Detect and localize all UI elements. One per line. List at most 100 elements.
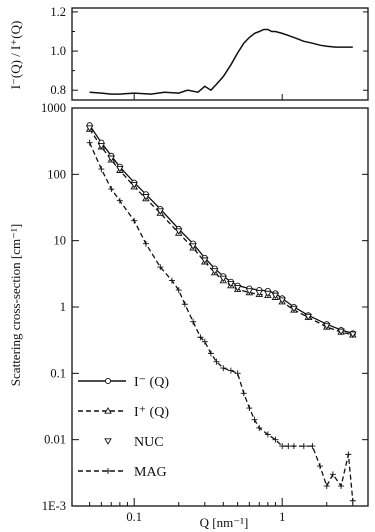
main-y-tick-label: 100: [47, 167, 66, 181]
data-point-inverted-triangle: [85, 125, 94, 132]
data-point-plus: [323, 483, 330, 490]
legend-item: MAG: [78, 465, 167, 480]
data-point-plus: [264, 431, 271, 438]
data-point-plus: [251, 416, 258, 423]
series-line-circle: [89, 124, 353, 335]
data-point-inverted-triangle: [349, 331, 357, 339]
legend-marker-triangle: [104, 407, 112, 414]
main-plot-frame: [71, 107, 369, 507]
data-point-plus: [157, 264, 164, 271]
data-point-plus: [108, 186, 115, 193]
data-point-inverted-triangle: [255, 289, 264, 297]
data-point-plus: [175, 287, 182, 294]
ratio-series-line: [89, 28, 353, 95]
data-point-inverted-triangle: [271, 292, 280, 300]
data-point-inverted-triangle: [233, 285, 242, 292]
series-triangle: [85, 125, 357, 338]
main-y-tick-label: 0.01: [44, 433, 66, 447]
data-point-plus: [197, 334, 204, 341]
ratio-y-tick-label: 1.0: [50, 44, 66, 58]
legend: I⁻ (Q) I⁺ (Q) NUC MAG: [78, 375, 169, 480]
data-point-inverted-triangle: [322, 323, 331, 330]
main-y-axis-label: Scattering cross-section [cm⁻¹]: [8, 224, 23, 386]
data-point-inverted-triangle: [142, 194, 150, 201]
data-point-plus: [279, 443, 286, 450]
series-circle: [86, 122, 356, 337]
series-inverted-triangle: [85, 125, 357, 339]
data-point-inverted-triangle: [210, 268, 219, 275]
data-point-plus: [168, 277, 175, 284]
data-point-plus: [207, 350, 214, 357]
ratio-plot-frame: [71, 7, 369, 101]
legend-item: NUC: [104, 435, 164, 450]
data-point-plus: [240, 390, 247, 397]
legend-item: I⁻ (Q): [78, 375, 169, 390]
data-point-inverted-triangle: [337, 328, 345, 336]
data-point-inverted-triangle: [107, 155, 116, 163]
legend-label: MAG: [134, 465, 167, 480]
data-point-inverted-triangle: [189, 243, 197, 250]
data-point-inverted-triangle: [156, 208, 165, 215]
main-x-axis-label: Q [nm⁻¹]: [200, 515, 249, 530]
data-point-plus: [116, 197, 123, 204]
main-y-tick-label: 10: [54, 234, 67, 248]
ratio-y-tick-label: 0.8: [50, 83, 66, 97]
series-plus: [86, 139, 356, 504]
main-x-tick-label: 1: [279, 510, 285, 524]
data-point-plus: [220, 365, 227, 372]
main-panel: 1E-3 0.01 0.1 1 10 100 1000 0.1 1 Scattering cro…: [8, 101, 369, 530]
data-point-inverted-triangle: [130, 181, 138, 189]
data-point-plus: [142, 240, 149, 247]
data-point-plus: [131, 217, 138, 224]
data-point-inverted-triangle: [201, 257, 209, 264]
data-point-plus: [181, 301, 188, 308]
data-point-plus: [213, 358, 220, 365]
legend-label: I⁻ (Q): [134, 375, 169, 390]
data-point-plus: [86, 139, 93, 146]
ratio-y-axis-label: I⁻(Q) / I⁺(Q): [8, 21, 23, 90]
legend-label: I⁺ (Q): [134, 405, 169, 420]
series-line-plus: [89, 142, 354, 501]
legend-item: I⁺ (Q): [78, 405, 169, 420]
series-line-triangle: [89, 128, 353, 336]
ratio-y-tick-label: 1.2: [50, 5, 66, 19]
main-y-tick-label: 1000: [41, 101, 66, 115]
data-point-plus: [316, 463, 323, 470]
data-point-plus: [285, 443, 292, 450]
data-point-plus: [329, 471, 336, 478]
data-point-inverted-triangle: [264, 290, 272, 298]
data-point-plus: [234, 370, 241, 377]
data-point-inverted-triangle: [97, 143, 106, 150]
main-y-tick-label: 1E-3: [42, 499, 66, 513]
data-point-plus: [338, 483, 345, 490]
main-y-tick-label: 1: [60, 300, 66, 314]
data-point-plus: [256, 424, 263, 431]
data-point-plus: [246, 405, 253, 412]
data-point-inverted-triangle: [278, 297, 286, 305]
data-point-plus: [98, 166, 105, 173]
legend-label: NUC: [134, 435, 164, 450]
data-point-plus: [300, 443, 307, 450]
data-point-plus: [345, 451, 352, 458]
data-point-inverted-triangle: [227, 280, 235, 288]
data-point-plus: [190, 318, 197, 325]
main-y-tick-label: 0.1: [50, 366, 66, 380]
data-point-plus: [201, 338, 208, 345]
data-point-plus: [290, 443, 297, 450]
data-point-inverted-triangle: [290, 305, 298, 313]
data-point-plus: [272, 436, 279, 443]
data-point-plus: [349, 497, 356, 504]
main-x-tick-label: 0.1: [126, 510, 142, 524]
ratio-panel: 0.8 1.0 1.2 I⁻(Q) / I⁺(Q): [8, 5, 369, 101]
legend-marker-circle: [104, 377, 112, 385]
legend-marker-inverted-triangle: [104, 438, 112, 445]
data-point-inverted-triangle: [304, 313, 313, 321]
data-point-plus: [227, 367, 234, 374]
legend-marker-plus: [105, 468, 111, 474]
data-point-inverted-triangle: [219, 275, 228, 283]
data-point-plus: [309, 443, 316, 450]
data-point-inverted-triangle: [174, 228, 183, 235]
data-point-inverted-triangle: [245, 288, 254, 295]
data-point-inverted-triangle: [116, 165, 124, 173]
